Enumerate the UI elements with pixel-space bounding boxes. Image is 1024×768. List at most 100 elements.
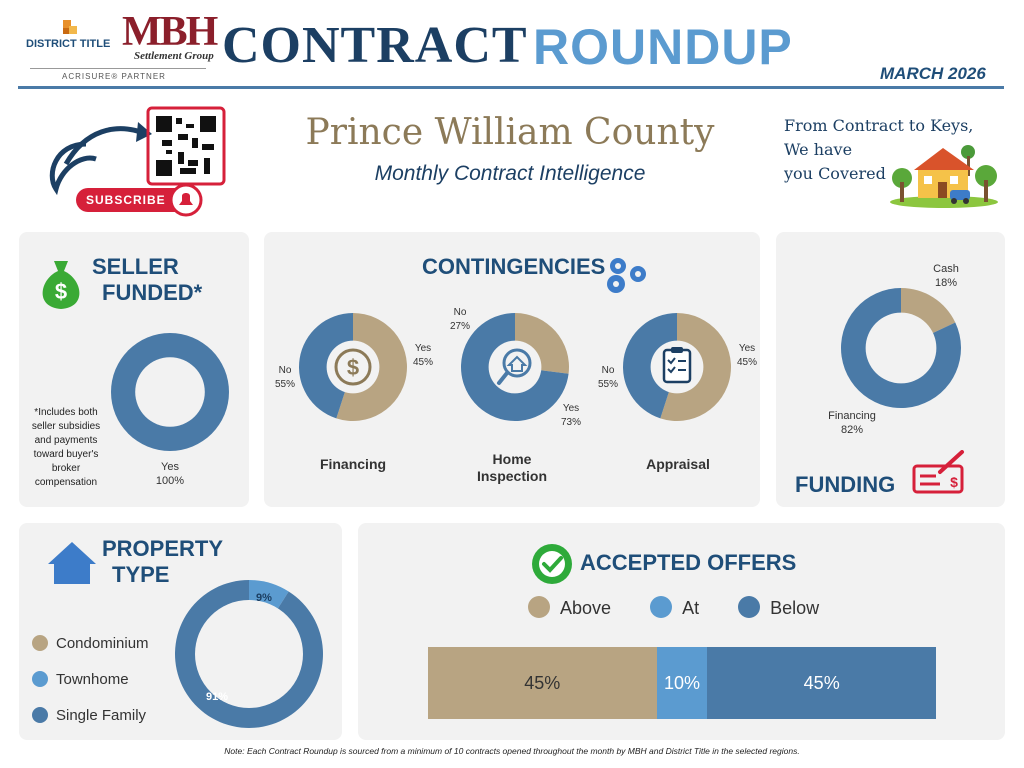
subscribe-area[interactable]: SUBSCRIBE [46,104,236,218]
appraisal-label: Appraisal [646,456,710,472]
legend-swatch [528,596,550,618]
clipboard-checklist-icon [662,347,692,384]
district-title-text: DISTRICT TITLE [26,38,111,50]
money-bag-icon: $ [42,261,80,309]
qr-subscribe-graphic [49,106,226,217]
title-contract: CONTRACT [222,17,528,74]
financing-donut [299,313,407,421]
district-title-mark-icon [63,20,77,34]
tagline-line1: From Contract to Keys, [784,116,974,135]
legend-swatch [650,596,673,618]
financing-label: Financing [828,410,876,422]
inspection-label: Home Inspection [462,451,562,485]
legend-item-townhome: Townhome [32,662,149,698]
accepted-offers-bar: 45% 10% 45% [428,647,936,719]
bar-segment-above: 45% [428,647,657,719]
dollar-coin-icon: $ [334,348,372,386]
legend-item-condominium: Condominium [32,626,149,662]
legend-swatch [32,635,48,651]
footnote-line: seller subsidies [31,421,101,432]
header-rule [18,86,1004,89]
financing-label: Financing [319,456,387,472]
district-title-logo: DISTRICT TITLE [26,18,116,70]
footer-note: Note: Each Contract Roundup is sourced f… [224,746,800,756]
townhome-pct-label: 9% [256,592,272,604]
donut-hole [865,312,937,384]
yes-label: Yes [562,403,580,414]
footnote-line: broker [51,463,81,474]
yes-pct: 45% [736,357,757,368]
bar-label-above: 45% [524,672,561,693]
footnote-line: *Includes both [34,407,98,418]
house-illustration-icon [890,145,998,208]
property-type-title: PROPERTY TYPE [102,536,223,588]
legend-item-above: Above [528,596,612,618]
footnote-line: compensation [34,477,98,488]
gears-icon [607,258,646,293]
seller-funded-footnote: *Includes both seller subsidies and paym… [24,406,108,490]
bar-label-below: 45% [803,672,840,693]
checkmark-circle-icon [532,544,572,584]
yes-label: Yes [414,343,432,354]
accepted-offers-title: ACCEPTED OFFERS [580,550,797,575]
donut-hole [195,600,303,708]
funding-title: FUNDING [795,472,896,497]
inspection-yes-label: Yes 73% [556,402,586,430]
legend-swatch [32,671,48,687]
funding-donut [841,288,961,408]
seller-funded-title-line1: SELLER [92,254,179,279]
inspection-label-line1: Home [492,451,532,467]
no-pct: 55% [597,379,618,390]
report-date: MARCH 2026 [880,64,986,83]
contingencies-title: CONTINGENCIES [422,254,606,279]
financing-yes-label: Yes 45% [408,342,438,370]
footnote-line: toward buyer's [33,449,99,460]
cash-pct: 18% [934,277,958,289]
legend-swatch [32,707,48,723]
acrisure-partner-text: ACRISURE® PARTNER [62,72,166,81]
donut-slice-yes [623,313,677,419]
check-payment-icon: $ [912,450,964,494]
brand-divider [30,68,206,69]
bar-label-at: 10% [663,672,700,693]
seller-funded-yes-label: Yes 100% [150,460,190,488]
inspection-label-line2: Inspection [476,468,547,484]
no-pct: 55% [274,379,295,390]
property-type-legend: Condominium Townhome Single Family [32,626,149,734]
inspection-no-label: No 27% [445,306,475,334]
legend-item-single-family: Single Family [32,698,149,734]
svg-text:$: $ [950,474,958,490]
tagline: From Contract to Keys, We have you Cover… [784,114,973,186]
legend-label: Townhome [56,671,129,688]
donut-hole [326,340,380,394]
county-title: Prince William County [305,112,715,153]
yes-pct: 73% [560,417,581,428]
appraisal-no-label: No 55% [593,364,623,392]
financing-pct: 82% [840,424,864,436]
svg-text:$: $ [347,355,359,380]
tagline-line2: We have [784,140,853,159]
no-label: No [453,307,467,318]
seller-funded-title-line2: FUNDED* [102,280,203,305]
no-label: No [601,365,615,376]
legend-label: Above [560,598,612,618]
single-family-pct-label: 91% [206,691,229,703]
legend-label: Condominium [56,635,149,652]
bar-segment-at: 10% [656,647,708,719]
yes-pct: 45% [412,357,433,368]
tagline-line3: you Covered [784,164,886,183]
yes-label: Yes [161,461,179,473]
seller-funded-title: SELLER FUNDED* [92,254,202,306]
accepted-offers-legend: Above At Below [528,596,819,619]
donut-slice-yes [299,313,353,419]
yes-label: Yes [738,343,756,354]
property-type-title-line2: TYPE [112,562,170,587]
legend-label: At [682,598,700,618]
settlement-group-text: Settlement Group [134,50,214,62]
svg-text:$: $ [55,279,67,304]
footnote-line: and payments [34,435,98,446]
appraisal-yes-label: Yes 45% [732,342,762,370]
no-label: No [278,365,292,376]
no-pct: 27% [449,321,470,332]
legend-item-at: At [650,596,700,618]
